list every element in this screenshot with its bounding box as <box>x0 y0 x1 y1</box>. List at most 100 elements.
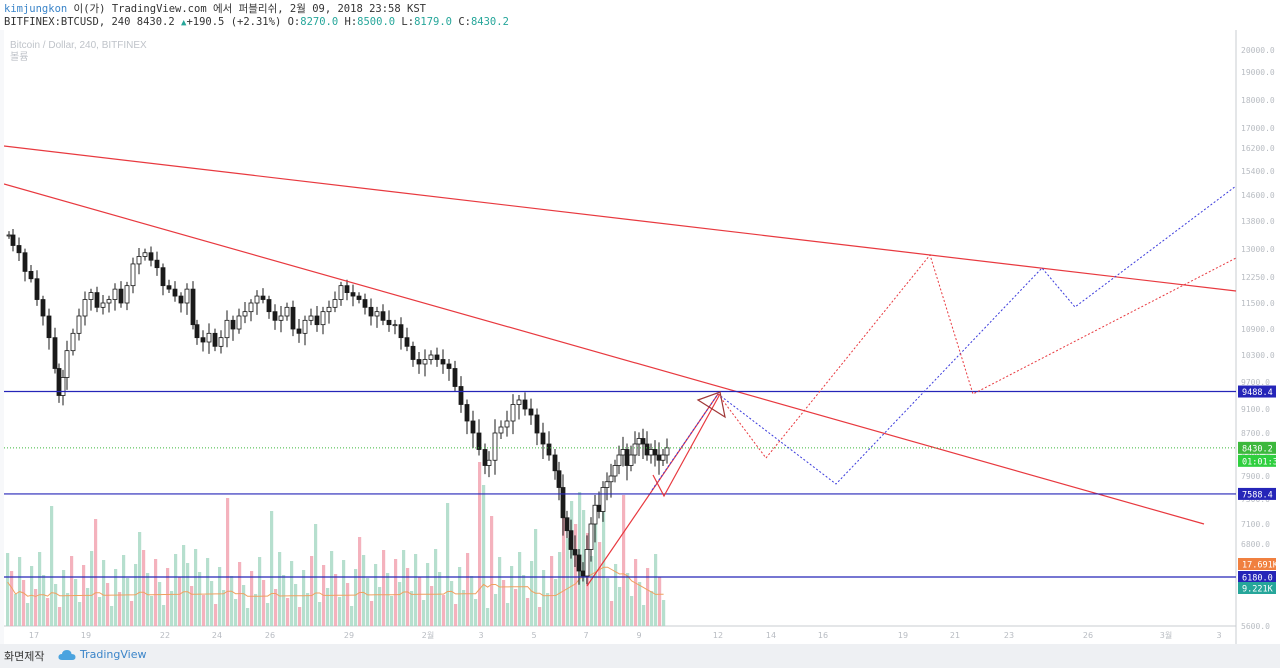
y-tick-label: 6800.0 <box>1241 540 1270 549</box>
y-tick-label: 10300.0 <box>1241 351 1275 360</box>
candle-down <box>434 354 440 360</box>
volume-bar <box>94 519 98 626</box>
volume-bar <box>342 560 346 626</box>
candle-up <box>600 487 606 512</box>
volume-bar <box>302 570 306 626</box>
candle-down <box>576 554 582 572</box>
volume-bar <box>182 545 186 626</box>
candle-down <box>290 306 296 330</box>
volume-bar <box>158 582 162 626</box>
candle-down <box>46 315 52 339</box>
x-tick-label: 3월 <box>1160 630 1172 640</box>
candle-up <box>504 420 510 428</box>
candle-down <box>194 324 200 339</box>
candle-down <box>200 337 206 343</box>
low-label: L: <box>395 16 415 28</box>
volume-bar <box>366 578 370 626</box>
volume-ma-line <box>7 566 664 597</box>
symbol-info: BITFINEX:BTCUSD, 240 8430.2 <box>4 16 182 28</box>
y-tick-label: 10900.0 <box>1241 325 1275 334</box>
volume-bar <box>126 578 130 626</box>
author-link[interactable]: kimjungkon <box>4 3 68 15</box>
volume-bar <box>554 579 558 626</box>
volume-bar <box>30 566 34 626</box>
high-value: 8500.0 <box>357 16 396 28</box>
candle-up <box>76 315 82 334</box>
candle-down <box>470 420 476 434</box>
candle-down <box>16 245 22 254</box>
volume-bar <box>258 557 262 626</box>
volume-bar <box>598 542 602 626</box>
volume-bar <box>622 495 626 626</box>
volume-bar <box>102 560 106 626</box>
x-tick-label: 22 <box>160 631 170 640</box>
volume-bar <box>602 505 606 626</box>
volume-bar <box>254 594 258 626</box>
candle-up <box>584 549 590 577</box>
volume-bar <box>334 574 338 626</box>
price-tag-bg <box>1238 582 1276 594</box>
y-tick-label: 20000.0 <box>1241 46 1275 55</box>
volume-bar <box>386 573 390 626</box>
volume-bar <box>658 577 662 626</box>
candle-down <box>640 438 646 445</box>
volume-bars <box>6 462 666 626</box>
volume-bar <box>338 597 342 626</box>
volume-bar <box>478 462 482 626</box>
volume-bar <box>22 580 26 626</box>
volume-bar <box>630 596 634 626</box>
volume-bar <box>154 559 158 626</box>
volume-bar <box>522 575 526 626</box>
volume-bar <box>474 599 478 626</box>
volume-bar <box>518 552 522 626</box>
candle-up <box>106 299 112 304</box>
volume-bar <box>430 586 434 626</box>
volume-bar <box>6 553 10 626</box>
x-tick-label: 24 <box>212 631 222 640</box>
volume-bar <box>114 569 118 626</box>
price-tag-bg <box>1238 454 1276 467</box>
candle-up <box>218 337 224 347</box>
y-tick-label: 16200.0 <box>1241 144 1275 153</box>
x-tick-label: 2월 <box>422 630 434 640</box>
drawing-overlays <box>4 145 1237 587</box>
volume-bar <box>70 556 74 626</box>
volume-bar <box>454 604 458 626</box>
candle-down <box>266 299 272 313</box>
volume-bar <box>106 583 110 626</box>
candle-down <box>528 408 534 416</box>
close-label: C: <box>452 16 471 28</box>
candle-up <box>392 324 398 327</box>
trendline-lower <box>4 183 1205 525</box>
candle-down <box>40 299 46 317</box>
volume-bar <box>178 577 182 626</box>
volume-bar <box>350 606 354 626</box>
made-with-label: 화면제작 <box>4 650 45 663</box>
up-arrow-icon: ▲ <box>181 18 187 28</box>
candle-up <box>492 432 498 461</box>
open-label: O: <box>287 16 301 28</box>
candle-up <box>64 350 70 378</box>
open-value: 8270.0 <box>300 16 339 28</box>
volume-bar <box>290 561 294 626</box>
tradingview-link[interactable]: TradingView <box>80 648 147 661</box>
candle-down <box>10 234 16 246</box>
tradingview-cloud-icon <box>58 650 76 660</box>
y-tick-label: 19000.0 <box>1241 68 1275 77</box>
volume-bar <box>358 537 362 626</box>
volume-bar <box>110 606 114 626</box>
volume-bar <box>662 600 666 626</box>
chart-header: kimjungkon 이(가) TradingView.com 에서 퍼블리쉬,… <box>0 0 1280 30</box>
candle-down <box>166 285 172 290</box>
candle-down <box>296 328 302 334</box>
candle-down <box>624 449 630 466</box>
candle-up <box>278 315 284 321</box>
candle-down <box>572 549 578 556</box>
candle-up <box>320 311 326 326</box>
price-chart[interactable]: Bitcoin / Dollar, 240, BITFINEX 볼륨 20000… <box>4 30 1280 644</box>
volume-bar <box>266 603 270 626</box>
candle-up <box>588 523 594 550</box>
y-tick-label: 8700.0 <box>1241 429 1270 438</box>
candle-down <box>452 368 458 387</box>
volume-bar <box>498 557 502 626</box>
